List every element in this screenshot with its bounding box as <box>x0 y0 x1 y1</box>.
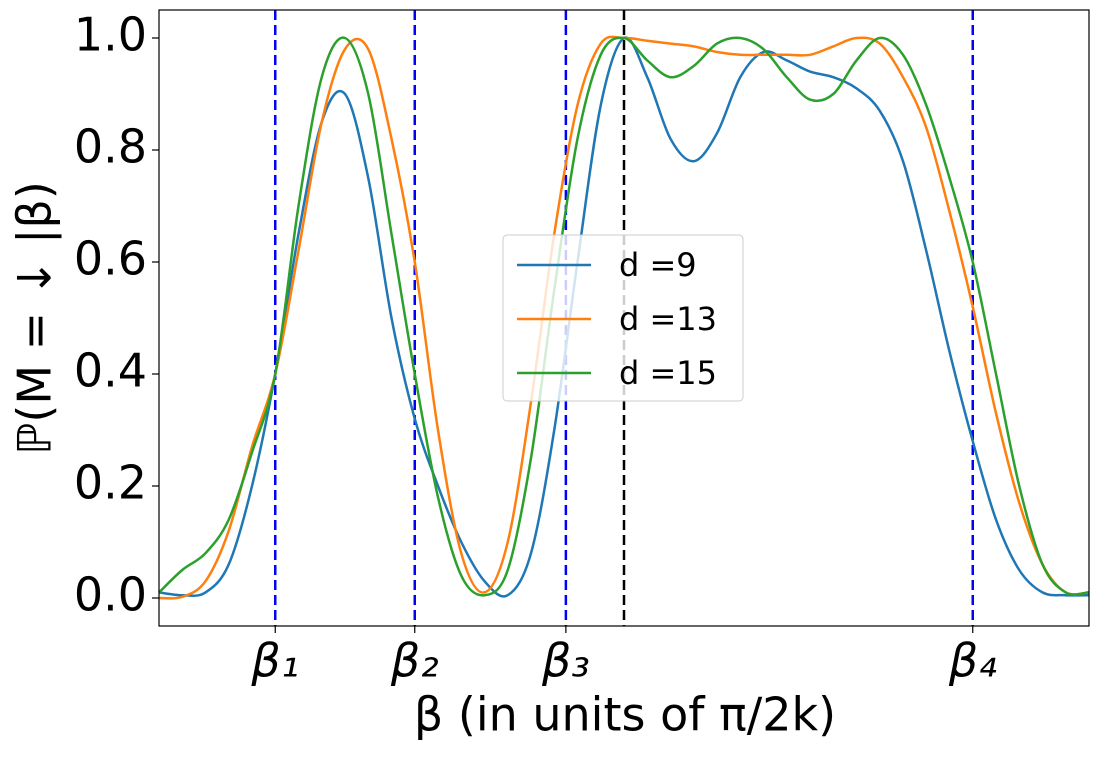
legend: d =9 d =13 d =15 <box>502 234 744 402</box>
series-line <box>158 36 1090 598</box>
series-line <box>158 36 1090 597</box>
legend-label: d =15 <box>619 354 717 392</box>
y-axis-label: ℙ(M = ↓ |β) <box>8 181 63 455</box>
series-line <box>158 35 1090 600</box>
legend-label: d =13 <box>619 300 717 338</box>
x-axis-label: β (in units of π/2k) <box>414 688 836 742</box>
x-tick-label: β₁ <box>250 634 299 688</box>
legend-label: d =9 <box>619 246 697 284</box>
y-tick-label: 0.6 <box>74 232 147 286</box>
y-tick-label: 0.0 <box>74 568 147 622</box>
y-tick-label: 0.8 <box>74 120 147 174</box>
y-tick-label: 1.0 <box>74 8 147 62</box>
y-tick-label: 0.2 <box>74 456 147 510</box>
legend-box <box>502 234 744 402</box>
x-tick-label: β₃ <box>541 634 590 688</box>
x-tick-label: β₂ <box>390 634 439 688</box>
y-tick-label: 0.4 <box>74 344 147 398</box>
x-tick-label: β₄ <box>948 634 997 688</box>
plot-frame <box>158 9 1090 627</box>
